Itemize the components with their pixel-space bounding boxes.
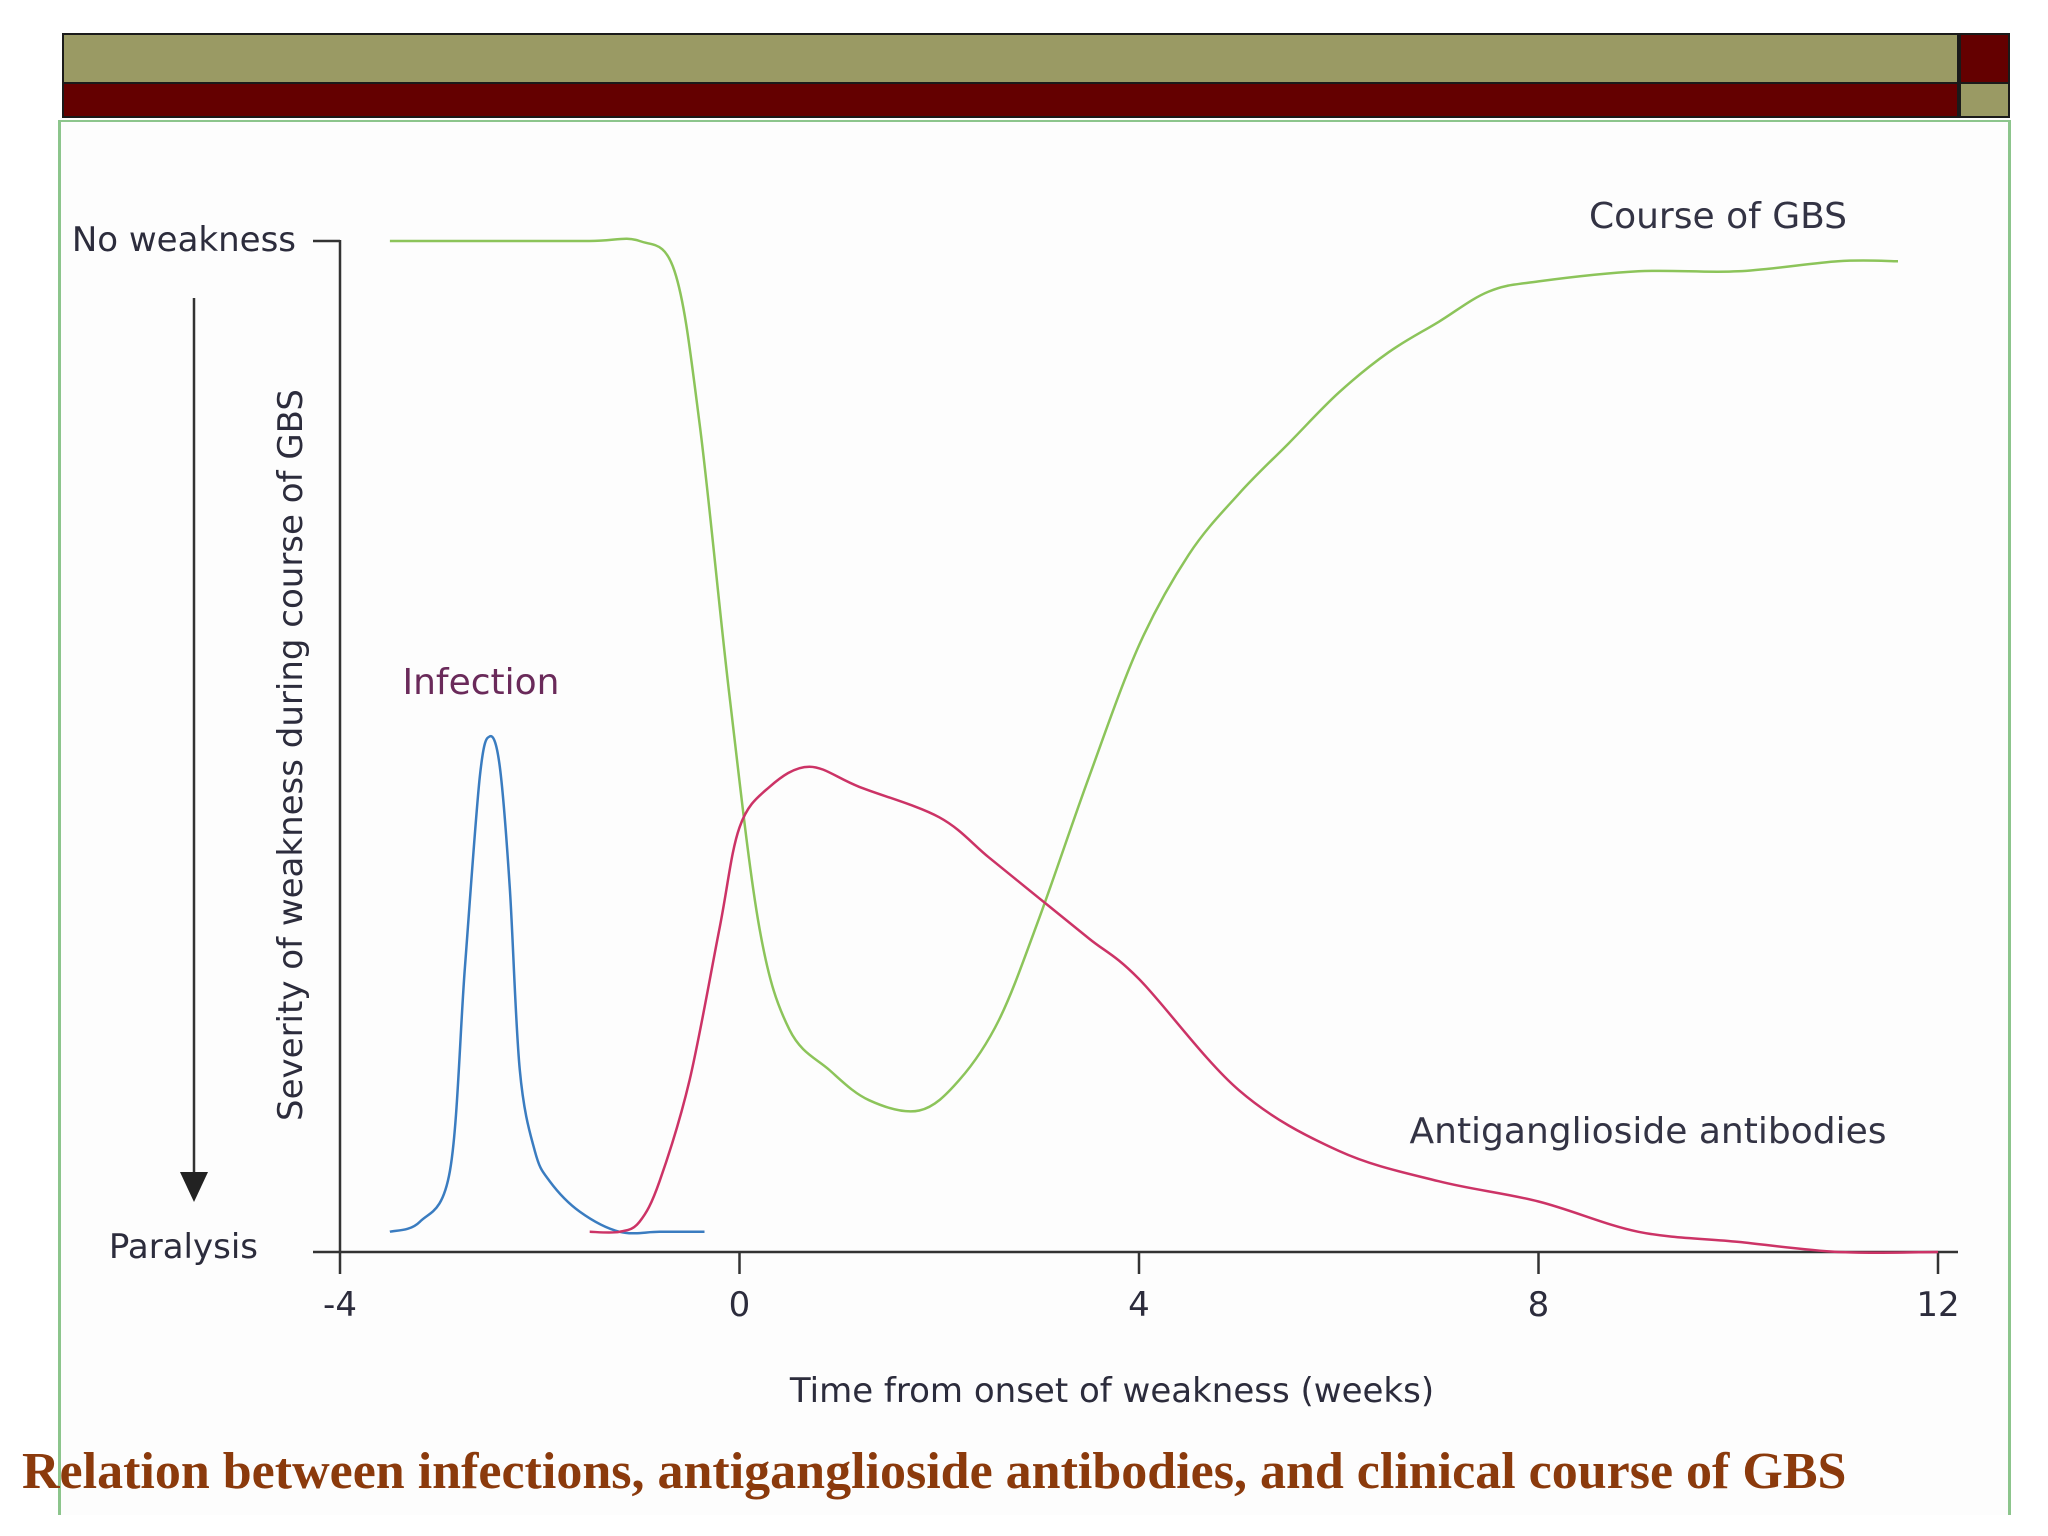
series-line-antiganglioside-antibodies (589, 765, 1939, 1254)
title-bar-top-band (62, 33, 1959, 84)
x-tick-label: -4 (323, 1285, 357, 1325)
y-bottom-label: Paralysis (109, 1227, 258, 1267)
series-label-course-of-gbs: Course of GBS (1589, 196, 1847, 237)
slide-caption: Relation between infections, antiganglio… (22, 1443, 1847, 1500)
series-label-antiganglioside-antibodies: Antiganglioside antibodies (1410, 1111, 1887, 1152)
title-bar-bottom-band (62, 84, 1959, 118)
y-axis-title: Severity of weakness during course of GB… (271, 389, 311, 1121)
series-label-infection: Infection (402, 662, 559, 703)
x-tick-label: 0 (729, 1285, 751, 1325)
series-line-course-of-gbs (389, 237, 1899, 1113)
x-tick-label: 4 (1128, 1285, 1150, 1325)
corner-square-bottom (1959, 84, 2010, 118)
severity-arrow-head (180, 1172, 208, 1202)
x-tick-label: 12 (1916, 1285, 1959, 1325)
x-axis-title: Time from onset of weakness (weeks) (789, 1371, 1434, 1411)
y-top-label: No weakness (72, 220, 296, 260)
series-line-infection (389, 734, 705, 1235)
slide-content-frame (58, 120, 2011, 1515)
corner-square-top (1959, 33, 2010, 84)
x-tick-label: 8 (1528, 1285, 1550, 1325)
